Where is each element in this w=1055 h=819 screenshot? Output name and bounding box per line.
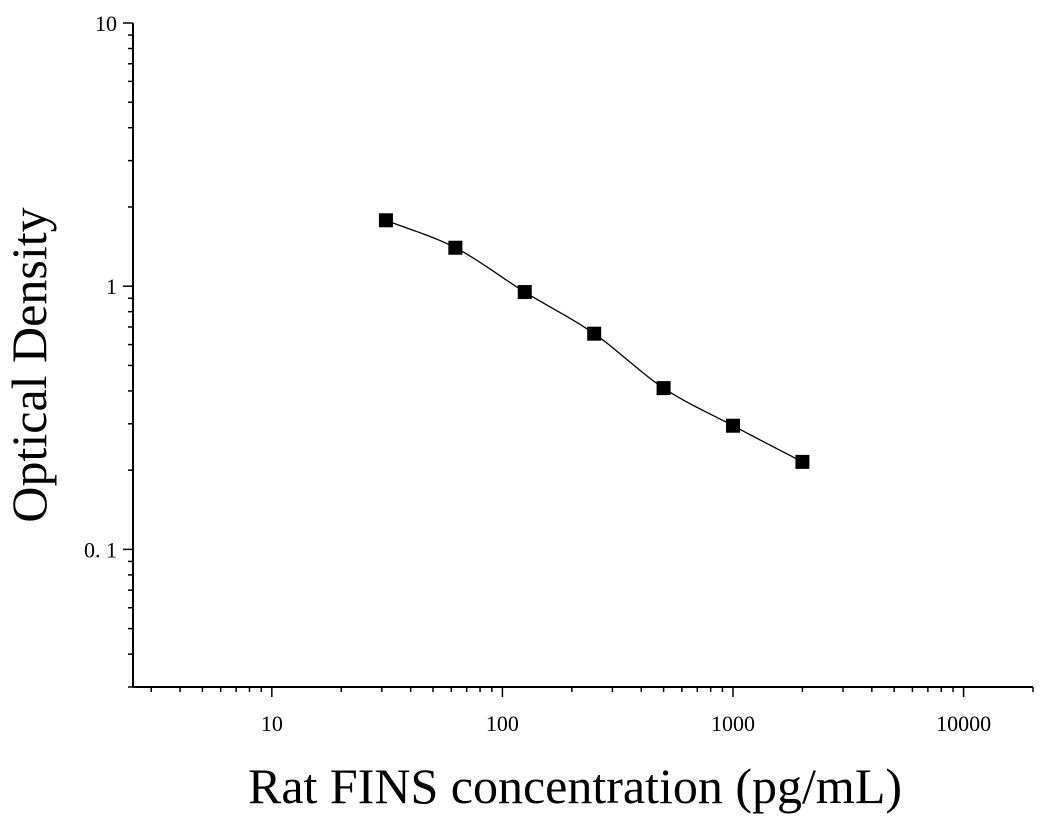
y-axis-title: Optical Density xyxy=(1,207,57,522)
data-point xyxy=(656,381,671,396)
data-points xyxy=(378,213,810,469)
y-tick-label: 10 xyxy=(95,11,117,36)
x-tick-label: 10 xyxy=(261,711,283,736)
plot-area: 10 100 1000 10000 0. 1 1 10 xyxy=(84,11,1034,736)
data-point xyxy=(587,326,602,341)
y-tick-label: 0. 1 xyxy=(84,537,117,562)
x-tick-label: 100 xyxy=(486,711,519,736)
y-ticks xyxy=(123,22,133,688)
y-tick-labels: 0. 1 1 10 xyxy=(84,11,117,562)
x-ticks xyxy=(150,687,1034,697)
x-tick-label: 1000 xyxy=(711,711,755,736)
data-point xyxy=(378,213,393,228)
data-point xyxy=(795,454,810,469)
x-axis-title: Rat FINS concentration (pg/mL) xyxy=(248,758,902,814)
x-tick-label: 10000 xyxy=(936,711,991,736)
y-tick-label: 1 xyxy=(106,274,117,299)
data-point xyxy=(517,285,532,300)
x-tick-labels: 10 100 1000 10000 xyxy=(261,711,991,736)
data-point xyxy=(726,418,740,433)
data-point xyxy=(448,240,463,255)
